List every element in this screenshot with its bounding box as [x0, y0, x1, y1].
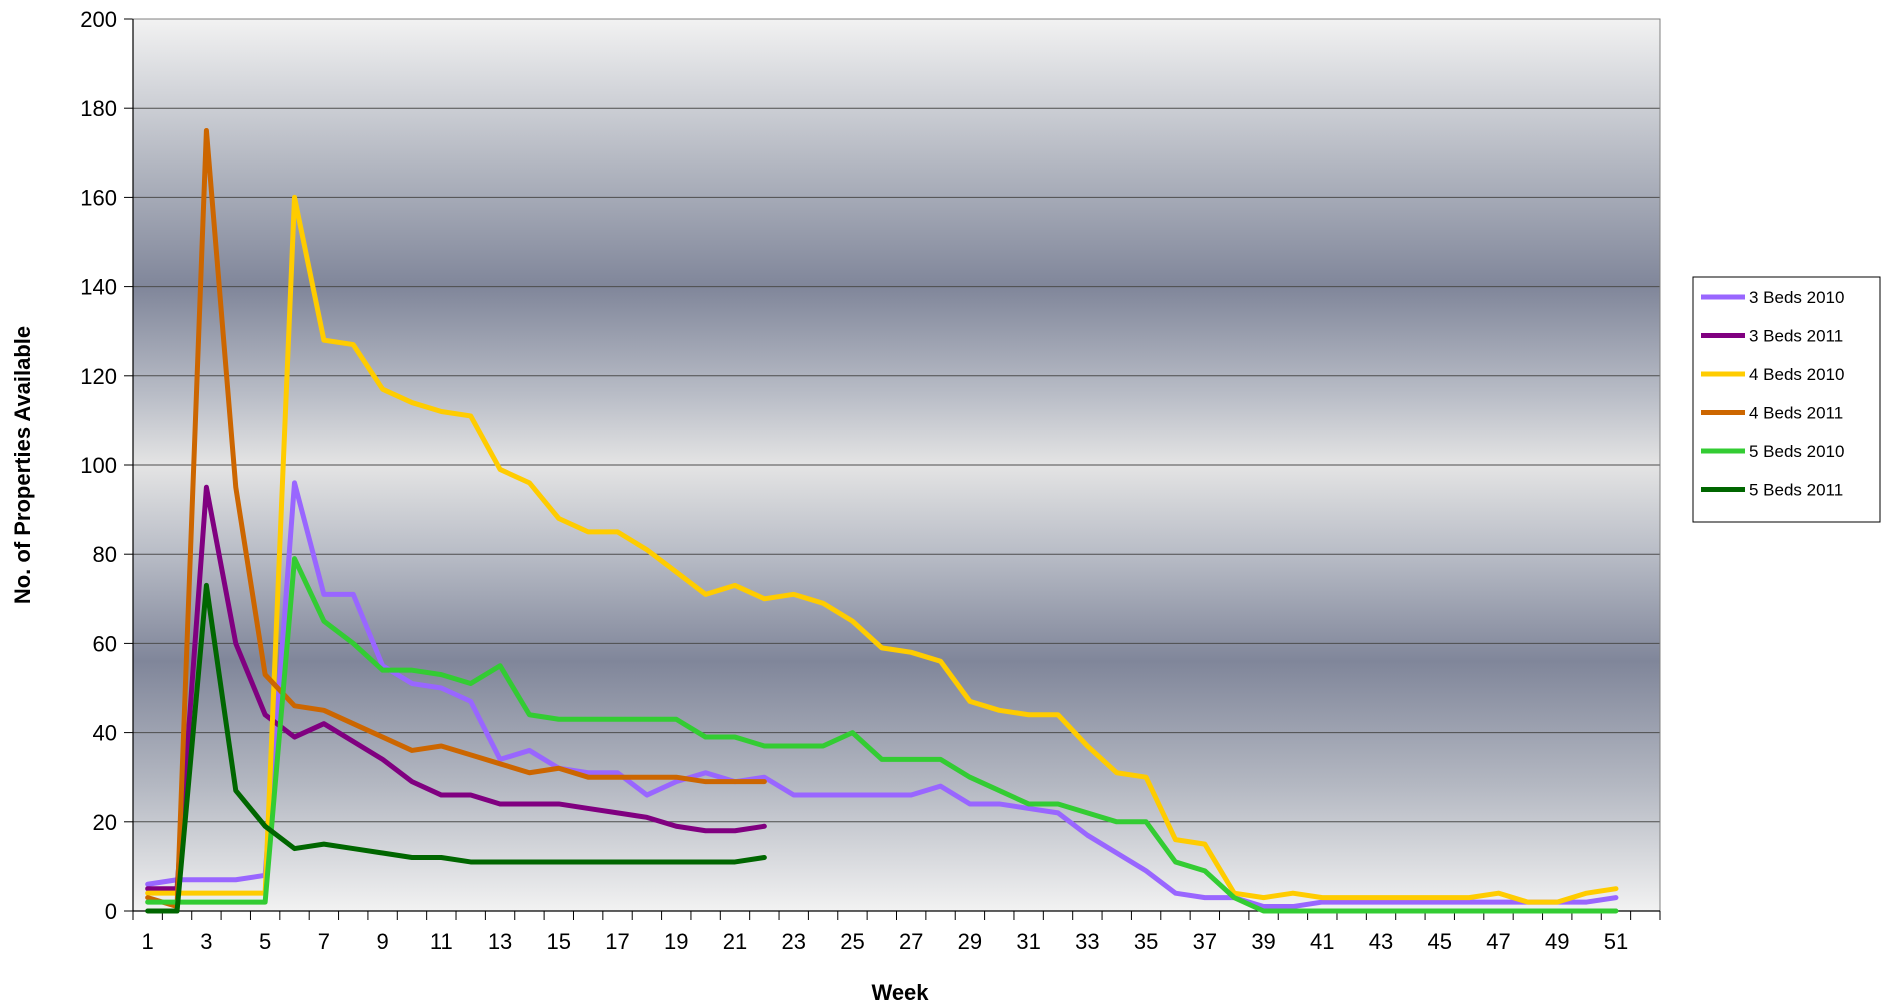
x-tick-label: 49: [1545, 929, 1569, 954]
x-tick-label: 33: [1075, 929, 1099, 954]
y-tick-label: 0: [105, 899, 117, 924]
y-tick-label: 160: [80, 185, 117, 210]
legend-box: [1692, 276, 1881, 523]
y-tick-label: 100: [80, 453, 117, 478]
y-tick-label: 40: [93, 721, 117, 746]
series-line-5-beds-2010: [145, 556, 1619, 914]
x-tick-label: 19: [664, 929, 688, 954]
x-tick-label: 37: [1193, 929, 1217, 954]
series-line-4-beds-2010: [145, 194, 1619, 905]
x-tick-label: 25: [840, 929, 864, 954]
y-tick-label: 120: [80, 364, 117, 389]
y-tick-label: 60: [93, 631, 117, 656]
x-tick-label: 35: [1134, 929, 1158, 954]
legend-label: 4 Beds 2010: [1749, 365, 1844, 384]
series-line-5-beds-2011: [145, 582, 767, 914]
x-tick-label: 39: [1251, 929, 1275, 954]
legend-label: 3 Beds 2011: [1749, 327, 1843, 346]
legend-label: 5 Beds 2010: [1749, 442, 1844, 461]
x-axis-title: Week: [871, 980, 929, 1005]
x-tick-label: 27: [899, 929, 923, 954]
x-tick-label: 41: [1310, 929, 1334, 954]
legend-label: 3 Beds 2010: [1749, 288, 1844, 307]
legend-label: 5 Beds 2011: [1749, 481, 1843, 500]
x-tick-label: 23: [781, 929, 805, 954]
y-tick-label: 200: [80, 7, 117, 32]
y-axis-title: No. of Properties Available: [10, 326, 35, 604]
x-tick-label: 17: [605, 929, 629, 954]
x-tick-label: 51: [1604, 929, 1628, 954]
x-tick-label: 7: [318, 929, 330, 954]
x-tick-label: 47: [1486, 929, 1510, 954]
x-tick-label: 9: [376, 929, 388, 954]
legend: 3 Beds 2010 3 Beds 2011 4 Beds 2010 4 Beds …: [1692, 276, 1881, 523]
y-tick-label: 20: [93, 810, 117, 835]
x-tick-label: 13: [488, 929, 512, 954]
x-tick-label: 3: [200, 929, 212, 954]
x-tick-label: 1: [142, 929, 154, 954]
series-line-4-beds-2011: [145, 128, 767, 910]
x-tick-label: 29: [958, 929, 982, 954]
y-tick-label: 140: [80, 275, 117, 300]
x-tick-label: 45: [1428, 929, 1452, 954]
x-tick-label: 11: [430, 929, 453, 954]
y-tick-label: 80: [93, 542, 117, 567]
series-lines: [145, 128, 1619, 914]
series-line-3-beds-2011: [145, 484, 767, 892]
x-tick-label: 31: [1016, 929, 1040, 954]
x-tick-label: 5: [259, 929, 271, 954]
x-tick-label: 43: [1369, 929, 1393, 954]
legend-label: 4 Beds 2011: [1749, 404, 1843, 423]
x-tick-label: 15: [547, 929, 571, 954]
x-tick-label: 21: [723, 929, 747, 954]
y-tick-label: 180: [80, 96, 117, 121]
